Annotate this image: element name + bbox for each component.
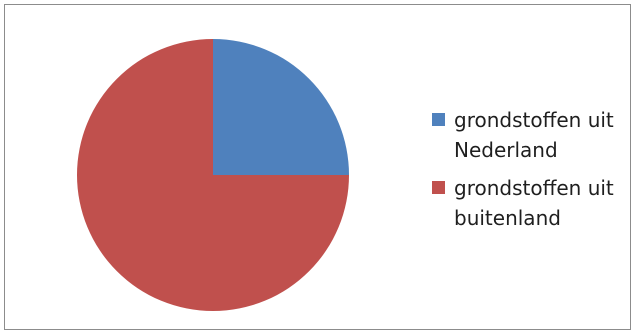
- legend-swatch-nederland: [432, 113, 445, 126]
- legend-label-nederland: grondstoffen uit Nederland: [454, 108, 614, 162]
- legend-label-buitenland: grondstoffen uit buitenland: [454, 176, 614, 230]
- pie-slice-nederland: [213, 39, 349, 175]
- pie-chart: [77, 39, 349, 311]
- legend-item-nederland: grondstoffen uit Nederland: [432, 105, 632, 165]
- legend: grondstoffen uit Nederland grondstoffen …: [432, 105, 632, 241]
- legend-swatch-buitenland: [432, 181, 445, 194]
- chart-frame: grondstoffen uit Nederland grondstoffen …: [4, 4, 631, 330]
- pie-slice-buitenland: [77, 39, 349, 311]
- legend-item-buitenland: grondstoffen uit buitenland: [432, 173, 632, 233]
